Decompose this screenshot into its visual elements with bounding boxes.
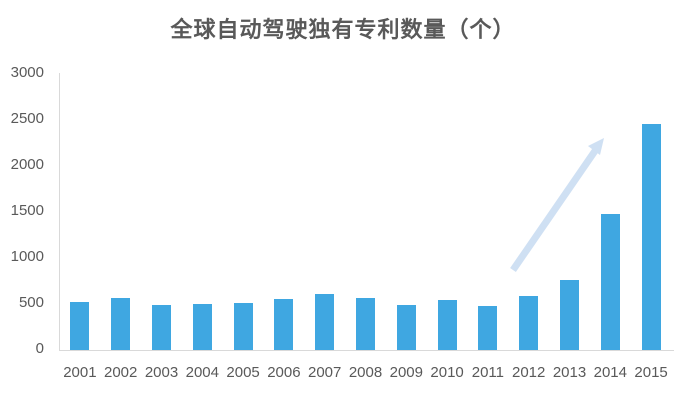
bar-2005	[233, 303, 253, 350]
bar-2002	[111, 298, 131, 350]
y-tick-label: 0	[35, 340, 44, 357]
x-tick-label: 2007	[308, 364, 342, 381]
x-tick-label: 2009	[389, 364, 423, 381]
bar-2014	[600, 213, 620, 350]
x-tick-label: 2006	[267, 364, 301, 381]
y-tick-label: 1000	[10, 248, 44, 265]
bar-2004	[192, 304, 212, 350]
chart-title: 全球自动驾驶独有专利数量（个）	[170, 18, 516, 43]
y-tick-label: 500	[18, 294, 44, 311]
bar-2010	[437, 300, 457, 350]
bar-2009	[396, 305, 416, 350]
x-tick-label: 2013	[552, 364, 587, 381]
x-tick-label: 2001	[63, 364, 97, 381]
bar-2001	[70, 302, 90, 350]
bar-2007	[315, 293, 335, 350]
bar-2006	[274, 299, 294, 350]
x-tick-label: 2012	[512, 364, 546, 381]
y-tick-label: 3000	[10, 64, 44, 81]
x-tick-label: 2003	[144, 364, 179, 381]
x-tick-label: 2002	[104, 364, 138, 381]
x-axis-line	[59, 350, 674, 351]
bar-2015	[641, 124, 661, 350]
y-tick-label: 1500	[10, 202, 44, 219]
y-tick-label: 2000	[10, 156, 44, 173]
y-tick-label: 2500	[10, 110, 44, 127]
bar-2012	[519, 295, 539, 350]
x-tick-label: 2011	[471, 364, 505, 381]
bar-2008	[356, 298, 375, 350]
x-tick-label: 2005	[226, 364, 260, 381]
y-axis-line	[59, 73, 60, 350]
bar-2011	[478, 305, 498, 350]
bar-2013	[560, 280, 579, 350]
x-tick-label: 2014	[593, 364, 627, 381]
bar-2003	[152, 305, 171, 350]
x-tick-label: 2004	[185, 364, 219, 381]
x-tick-label: 2010	[430, 364, 464, 381]
x-tick-label: 2015	[634, 364, 668, 381]
x-tick-label: 2008	[348, 364, 383, 381]
